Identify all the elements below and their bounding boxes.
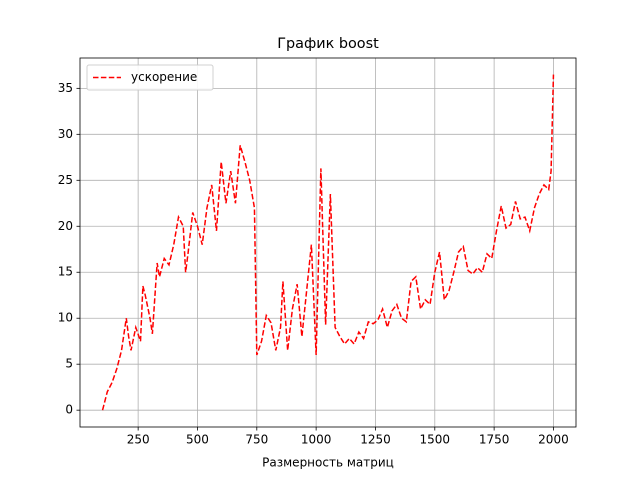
y-tick-label: 20	[58, 219, 73, 233]
y-tick-label: 15	[58, 265, 73, 279]
legend-label: ускорение	[131, 70, 197, 84]
x-tick-label: 500	[186, 433, 209, 447]
y-tick-label: 25	[58, 173, 73, 187]
y-tick-label: 10	[58, 311, 73, 325]
legend-box	[86, 64, 214, 91]
axes-frame	[79, 57, 577, 428]
chart-title: График boost	[277, 36, 379, 52]
y-tick-label: 0	[65, 403, 73, 417]
x-tick-label: 750	[245, 433, 268, 447]
x-tick-label: 1250	[360, 433, 391, 447]
y-tick-label: 30	[58, 127, 73, 141]
y-tick-label: 5	[65, 357, 73, 371]
x-axis-label: Размерность матриц	[262, 456, 394, 470]
y-tick-label: 35	[58, 81, 73, 95]
data-line	[101, 74, 555, 411]
x-tick-label: 1750	[479, 433, 510, 447]
x-tick-label: 1500	[420, 433, 451, 447]
x-tick-label: 2000	[538, 433, 569, 447]
x-tick-label: 1000	[301, 433, 332, 447]
legend: ускорение	[86, 64, 214, 91]
x-tick-label: 250	[127, 433, 150, 447]
